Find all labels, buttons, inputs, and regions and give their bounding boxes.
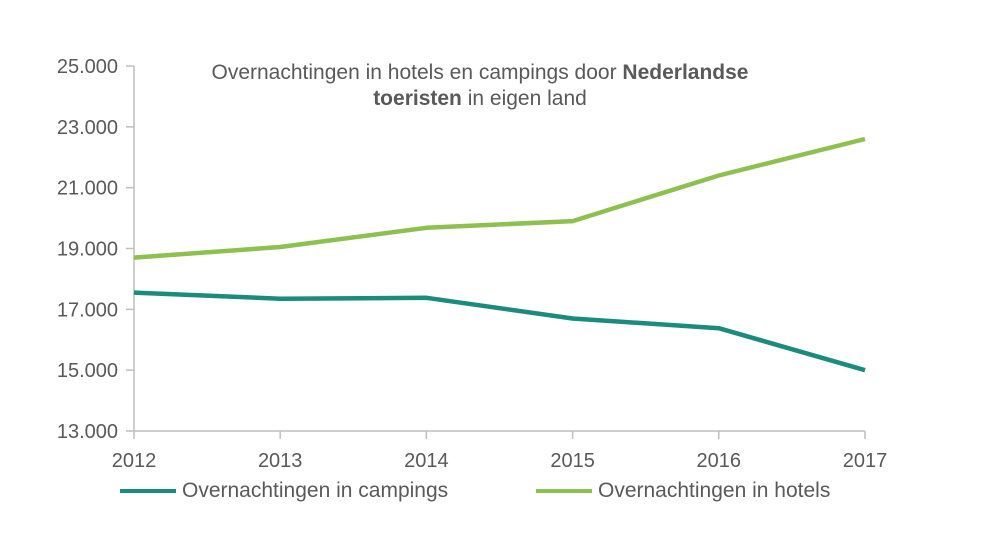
x-tick-label: 2013 [258,450,303,472]
legend-label-hotels: Overnachtingen in hotels [598,479,831,502]
title-part: in eigen land [461,87,587,110]
y-tick-label: 23.000 [57,117,118,139]
x-tick-label: 2012 [112,450,157,472]
y-tick-label: 19.000 [57,239,118,261]
legend-item-hotels: Overnachtingen in hotels [536,478,830,504]
title-part-bold: toeristen [373,87,462,110]
legend-swatch-hotels [536,489,592,493]
y-tick-label: 15.000 [57,360,118,382]
x-tick-label: 2015 [550,450,595,472]
series-line-hotels [133,136,866,260]
y-tick-label: 13.000 [57,421,118,443]
y-tick-label: 21.000 [57,178,118,200]
x-tick-label: 2016 [697,450,742,472]
legend-item-campings: Overnachtingen in campings [120,478,448,504]
legend-label-campings: Overnachtingen in campings [182,479,449,502]
chart-title: Overnachtingen in hotels en campings doo… [150,60,810,112]
title-part: Overnachtingen in hotels en campings doo… [211,61,623,84]
y-tick-label: 17.000 [57,299,118,321]
series-line-campings [133,290,866,373]
title-part-bold: Nederlandse [622,61,749,84]
x-tick-label: 2014 [404,450,449,472]
x-tick-label: 2017 [843,450,888,472]
y-tick-label: 25.000 [57,56,118,78]
legend-swatch-campings [120,489,176,493]
